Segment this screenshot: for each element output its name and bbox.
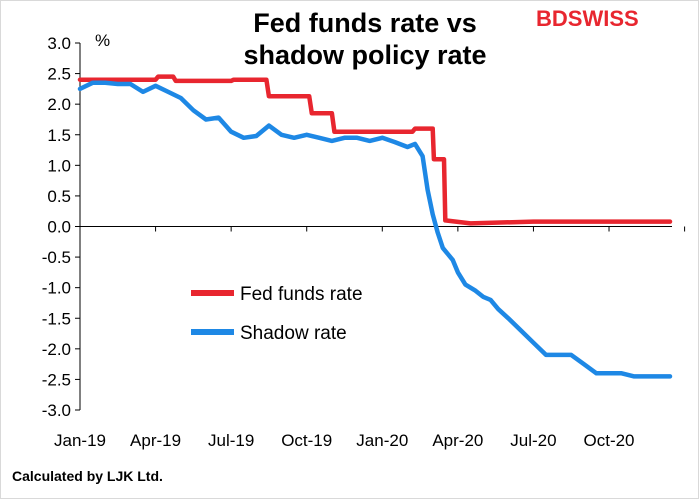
brand-logo-part-1: BD	[536, 6, 568, 31]
y-tick-label: -0.5	[42, 248, 71, 267]
y-tick-label: 0.5	[47, 187, 71, 206]
y-tick-label: 0.0	[47, 218, 71, 237]
y-tick-label: 2.0	[47, 95, 71, 114]
legend: Fed funds rate Shadow rate	[191, 284, 363, 344]
x-tick-label: Jul-19	[208, 431, 254, 450]
x-tick-label: Apr-20	[432, 431, 483, 450]
series	[77, 74, 673, 379]
y-tick-label: -2.0	[42, 340, 71, 359]
ticks: 3.0 2.5 2.0 1.5 1.0 0.5 0.0 -0.5 -1.0 -1.5 -2.0 -2.…	[42, 31, 686, 450]
x-tick-label: Jul-20	[510, 431, 556, 450]
brand-logo-part-2: SWISS	[567, 6, 639, 31]
y-tick-label: 1.5	[47, 126, 71, 145]
y-tick-label: -3.0	[42, 401, 71, 420]
y-tick-label: -1.5	[42, 309, 71, 328]
y-unit-label: %	[95, 31, 110, 50]
x-tick-label: Jan-20	[356, 431, 408, 450]
chart-title-line-2: shadow policy rate	[243, 40, 487, 70]
y-tick-label: 3.0	[47, 34, 71, 53]
chart-title-line-1: Fed funds rate vs	[253, 8, 477, 38]
legend-label: Shadow rate	[240, 323, 347, 344]
x-tick-label: Oct-19	[281, 431, 332, 450]
y-tick-label: -2.5	[42, 370, 71, 389]
y-tick-label: 1.0	[47, 156, 71, 175]
x-tick-label: Oct-20	[584, 431, 635, 450]
series-line-shadow-rate	[77, 80, 673, 379]
axes	[79, 43, 672, 410]
y-tick-label: -1.0	[42, 279, 71, 298]
footer-note: Calculated by LJK Ltd.	[12, 468, 163, 484]
series-line-fed-funds-rate	[77, 74, 673, 226]
x-tick-label: Jan-19	[54, 431, 106, 450]
brand-logo: BDSWISS	[536, 6, 639, 42]
chart-title: Fed funds rate vs shadow policy rate	[200, 7, 530, 71]
x-tick-label: Apr-19	[130, 431, 181, 450]
y-tick-label: 2.5	[47, 65, 71, 84]
legend-label: Fed funds rate	[240, 284, 363, 305]
